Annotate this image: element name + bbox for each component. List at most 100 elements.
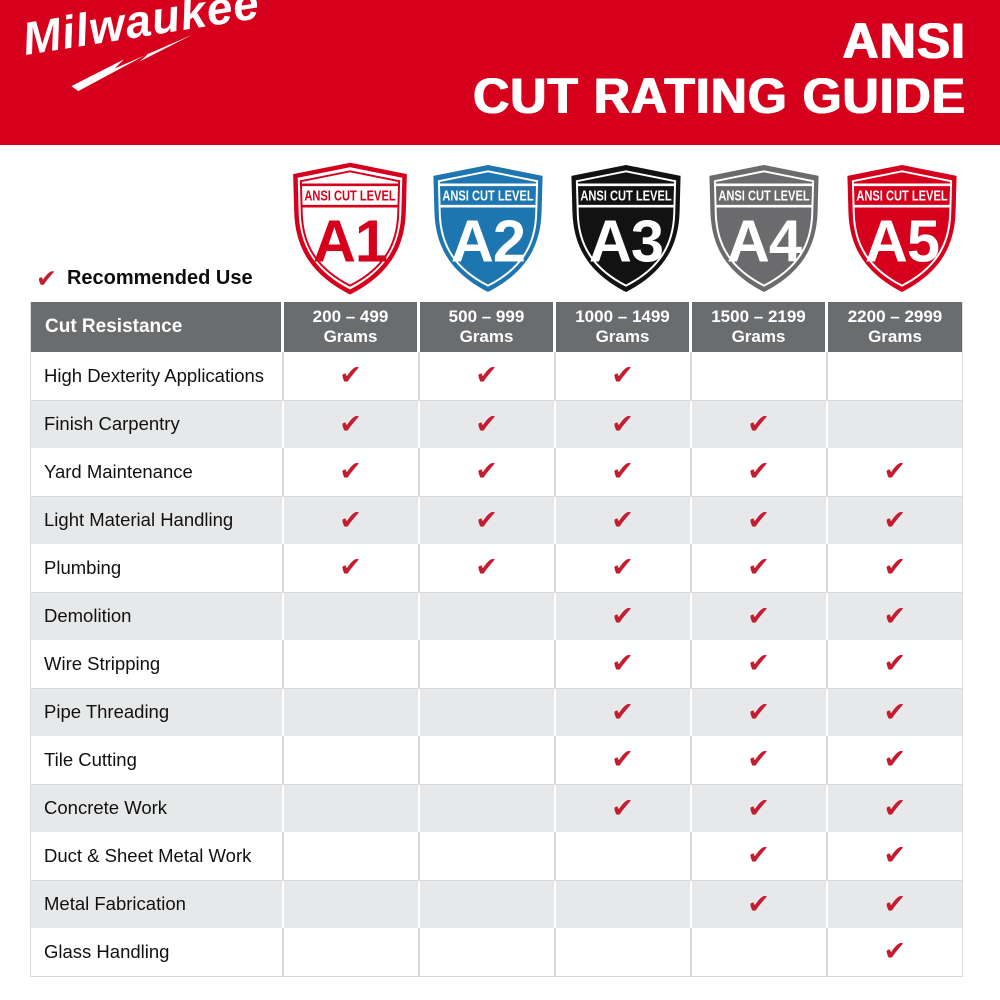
check-icon: ✔ bbox=[475, 408, 498, 440]
badge-band-label: ANSI CUT LEVEL bbox=[718, 189, 809, 205]
check-icon: ✔ bbox=[883, 648, 907, 680]
ansi-cut-level-badge: ANSI CUT LEVEL A1 bbox=[288, 162, 412, 295]
grams-range: 1500 – 2199 bbox=[711, 306, 806, 326]
empty-cell bbox=[825, 400, 963, 448]
empty-cell bbox=[281, 592, 419, 640]
grams-column-header: 1500 – 2199 Grams bbox=[689, 302, 827, 352]
row-label: Metal Fabrication bbox=[44, 893, 186, 915]
row-label: Tile Cutting bbox=[30, 736, 283, 785]
header-banner: Milwaukee® ANSI CUT RATING GUIDE bbox=[0, 0, 1000, 145]
check-icon: ✔ bbox=[36, 263, 57, 293]
badge-band-label: ANSI CUT LEVEL bbox=[442, 189, 533, 205]
check-cell: ✔ bbox=[689, 736, 827, 785]
check-icon: ✔ bbox=[611, 360, 634, 392]
check-cell: ✔ bbox=[553, 736, 691, 785]
milwaukee-logo: Milwaukee® bbox=[19, 0, 280, 101]
check-icon: ✔ bbox=[883, 456, 907, 488]
title-line-1: ANSI bbox=[842, 13, 966, 69]
table-row: Glass Handling ✔ bbox=[30, 928, 963, 977]
check-icon: ✔ bbox=[339, 360, 362, 392]
check-cell: ✔ bbox=[825, 496, 963, 544]
check-icon: ✔ bbox=[611, 504, 634, 536]
empty-cell bbox=[417, 928, 555, 977]
check-cell: ✔ bbox=[553, 400, 691, 448]
ansi-cut-level-badge: ANSI CUT LEVEL A2 bbox=[426, 162, 550, 295]
check-cell: ✔ bbox=[689, 784, 827, 832]
check-cell: ✔ bbox=[417, 448, 555, 497]
check-cell: ✔ bbox=[417, 352, 555, 401]
check-icon: ✔ bbox=[883, 936, 907, 968]
cut-rating-table: Cut Resistance 200 – 499 Grams 500 – 999 Gr… bbox=[30, 302, 963, 977]
check-cell: ✔ bbox=[825, 880, 963, 928]
check-icon: ✔ bbox=[747, 504, 770, 536]
check-icon: ✔ bbox=[883, 840, 907, 872]
check-cell: ✔ bbox=[689, 448, 827, 497]
empty-cell bbox=[689, 928, 827, 977]
grams-range: 200 – 499 bbox=[312, 306, 389, 326]
ansi-cut-level-badge: ANSI CUT LEVEL A4 bbox=[702, 162, 826, 295]
row-label: High Dexterity Applications bbox=[30, 352, 283, 401]
badge-level-text: A3 bbox=[589, 207, 663, 274]
grams-column-header: 1000 – 1499 Grams bbox=[553, 302, 691, 352]
empty-cell bbox=[417, 832, 555, 881]
check-cell: ✔ bbox=[689, 688, 827, 736]
check-cell: ✔ bbox=[689, 880, 827, 928]
shield-shape bbox=[433, 164, 543, 293]
row-label: Concrete Work bbox=[44, 797, 168, 819]
table-row: Metal Fabrication ✔ ✔ bbox=[30, 880, 963, 928]
title-line-2: CUT RATING GUIDE bbox=[473, 68, 966, 124]
table-row: Demolition ✔ ✔ ✔ bbox=[30, 592, 963, 640]
check-cell: ✔ bbox=[281, 496, 419, 544]
check-cell: ✔ bbox=[825, 928, 963, 977]
row-label: Duct & Sheet Metal Work bbox=[30, 832, 283, 881]
check-cell: ✔ bbox=[281, 448, 419, 497]
check-cell: ✔ bbox=[553, 784, 691, 832]
check-icon: ✔ bbox=[339, 552, 362, 584]
empty-cell bbox=[689, 352, 827, 401]
shield-shape bbox=[293, 162, 407, 295]
badge-band-label: ANSI CUT LEVEL bbox=[856, 189, 947, 205]
empty-cell bbox=[417, 784, 555, 832]
check-icon: ✔ bbox=[747, 600, 770, 632]
check-cell: ✔ bbox=[281, 352, 419, 401]
table-row: Wire Stripping ✔ ✔ ✔ bbox=[30, 640, 963, 689]
check-icon: ✔ bbox=[611, 552, 634, 584]
check-cell: ✔ bbox=[825, 832, 963, 881]
ansi-cut-level-badge: ANSI CUT LEVEL A5 bbox=[840, 162, 964, 295]
check-icon: ✔ bbox=[747, 888, 770, 920]
row-label: Wire Stripping bbox=[30, 640, 283, 689]
check-icon: ✔ bbox=[475, 456, 498, 488]
check-icon: ✔ bbox=[611, 600, 634, 632]
empty-cell bbox=[825, 352, 963, 401]
check-icon: ✔ bbox=[475, 360, 498, 392]
check-cell: ✔ bbox=[553, 592, 691, 640]
cut-resistance-header: Cut Resistance bbox=[30, 302, 283, 352]
ansi-cut-level-badge: ANSI CUT LEVEL A3 bbox=[564, 162, 688, 295]
check-icon: ✔ bbox=[747, 840, 770, 872]
check-cell: ✔ bbox=[689, 400, 827, 448]
row-label: Light Material Handling bbox=[44, 509, 234, 531]
check-cell: ✔ bbox=[281, 544, 419, 593]
table-row: Pipe Threading ✔ ✔ ✔ bbox=[30, 688, 963, 736]
check-icon: ✔ bbox=[475, 504, 498, 536]
check-icon: ✔ bbox=[475, 552, 498, 584]
check-icon: ✔ bbox=[747, 456, 770, 488]
check-icon: ✔ bbox=[747, 696, 770, 728]
row-label: Pipe Threading bbox=[44, 701, 170, 723]
row-label: Plumbing bbox=[30, 544, 283, 593]
check-icon: ✔ bbox=[747, 648, 770, 680]
table-row: Concrete Work ✔ ✔ ✔ bbox=[30, 784, 963, 832]
row-label: Demolition bbox=[44, 605, 132, 627]
empty-cell bbox=[553, 880, 691, 928]
check-cell: ✔ bbox=[689, 640, 827, 689]
grams-range: 500 – 999 bbox=[448, 306, 525, 326]
check-cell: ✔ bbox=[689, 496, 827, 544]
check-cell: ✔ bbox=[825, 448, 963, 497]
grams-range: 1000 – 1499 bbox=[575, 306, 670, 326]
legend-label: Recommended Use bbox=[66, 266, 253, 289]
check-icon: ✔ bbox=[747, 552, 770, 584]
empty-cell bbox=[553, 928, 691, 977]
check-cell: ✔ bbox=[417, 400, 555, 448]
empty-cell bbox=[417, 688, 555, 736]
